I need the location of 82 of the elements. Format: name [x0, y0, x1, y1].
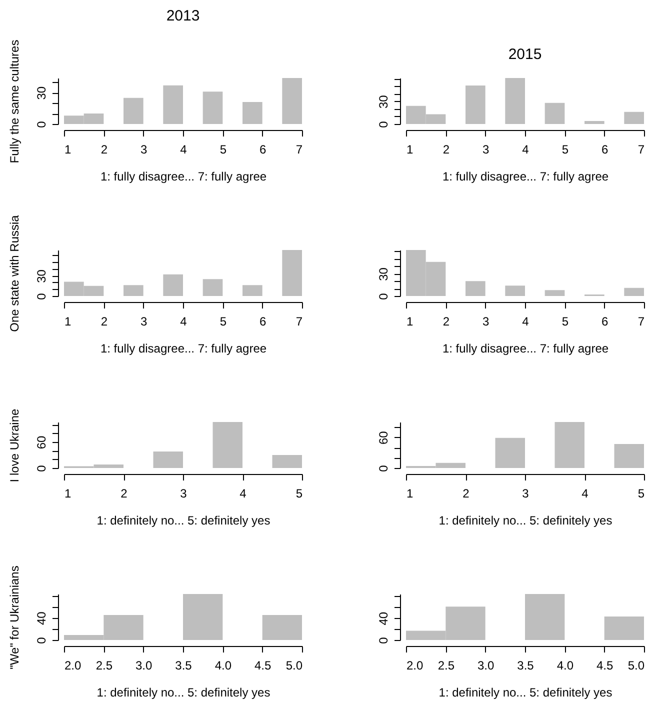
- y-axis-title: "We" for Ukrainians: [8, 566, 22, 670]
- y-tick-label: 0: [376, 120, 390, 128]
- x-tick-label: 5: [220, 142, 227, 156]
- x-tick-label: 3.0: [477, 658, 494, 672]
- y-tick-label: 0: [34, 464, 48, 472]
- x-tick-label: 4: [522, 142, 530, 156]
- x-axis-title: 1: definitely no... 5: definitely yes: [438, 514, 612, 528]
- x-tick-label: 4: [180, 314, 188, 328]
- y-tick-label: 0: [376, 636, 390, 644]
- x-tick-label: 2: [100, 142, 108, 156]
- x-tick-label: 6: [259, 314, 266, 328]
- y-axis-title: One state with Russia: [8, 214, 22, 332]
- x-tick-label: 5: [220, 314, 227, 328]
- x-tick-label: 3.0: [135, 658, 152, 672]
- x-tick-label: 7: [638, 314, 645, 328]
- x-tick-label: 2: [442, 314, 450, 328]
- x-tick-label: 4.0: [556, 658, 574, 672]
- x-tick-label: 3: [180, 486, 188, 500]
- x-tick-label: 2: [462, 486, 470, 500]
- x-tick-label: 7: [296, 314, 303, 328]
- x-tick-label: 3.5: [175, 658, 192, 672]
- y-tick-label: 30: [376, 94, 390, 109]
- x-tick-label: 4.5: [596, 658, 614, 672]
- x-tick-label: 3: [140, 142, 148, 156]
- y-tick-label: 0: [34, 292, 48, 300]
- x-tick-label: 2.0: [64, 658, 82, 672]
- y-tick-label: 30: [34, 269, 48, 283]
- x-tick-label: 2.5: [96, 658, 113, 672]
- x-tick-label: 2: [120, 486, 128, 500]
- y-tick-label: 0: [376, 292, 390, 300]
- x-axis-title: 1: fully disagree... 7: fully agree: [442, 170, 609, 184]
- y-tick-label: 30: [376, 267, 390, 281]
- x-tick-label: 3: [482, 142, 490, 156]
- x-tick-label: 3.5: [517, 658, 534, 672]
- x-tick-label: 5: [562, 142, 569, 156]
- y-tick-label: 60: [376, 430, 390, 445]
- x-tick-label: 5: [638, 486, 645, 500]
- x-tick-label: 6: [601, 142, 608, 156]
- y-tick-label: 0: [34, 120, 48, 128]
- x-tick-label: 1: [64, 486, 72, 500]
- x-tick-label: 1: [64, 314, 72, 328]
- x-tick-label: 4.0: [214, 658, 232, 672]
- x-tick-label: 4: [180, 142, 188, 156]
- y-tick-label: 0: [34, 636, 48, 644]
- x-axis-title: 1: fully disagree... 7: fully agree: [100, 170, 267, 184]
- x-tick-label: 1: [406, 142, 414, 156]
- x-tick-label: 4.5: [254, 658, 272, 672]
- x-tick-label: 5.0: [628, 658, 645, 672]
- x-tick-label: 4: [522, 314, 530, 328]
- x-axis-title: 1: fully disagree... 7: fully agree: [442, 342, 609, 356]
- x-tick-label: 1: [406, 486, 414, 500]
- x-tick-label: 2: [442, 142, 450, 156]
- x-tick-label: 5.0: [286, 658, 303, 672]
- x-tick-label: 5: [562, 314, 569, 328]
- y-axis-title: I love Ukraine: [8, 408, 22, 482]
- x-tick-label: 5: [296, 486, 303, 500]
- y-tick-label: 0: [376, 464, 390, 472]
- x-tick-label: 4: [240, 486, 247, 500]
- x-tick-label: 3: [522, 486, 530, 500]
- x-axis-title: 1: definitely no... 5: definitely yes: [96, 686, 270, 700]
- x-tick-label: 6: [601, 314, 608, 328]
- x-tick-label: 6: [259, 142, 266, 156]
- y-tick-label: 40: [34, 611, 48, 626]
- y-axis-title: Fully the same cultures: [8, 40, 22, 164]
- x-tick-label: 3: [140, 314, 148, 328]
- x-tick-label: 7: [296, 142, 303, 156]
- x-tick-label: 2.0: [406, 658, 424, 672]
- x-axis-title: 1: definitely no... 5: definitely yes: [96, 514, 270, 528]
- y-tick-label: 60: [34, 435, 48, 450]
- chart-title: 2015: [508, 46, 542, 63]
- chart-title: 2013: [166, 7, 200, 24]
- x-tick-label: 2: [100, 314, 108, 328]
- x-tick-label: 1: [64, 142, 72, 156]
- x-tick-label: 2.5: [438, 658, 455, 672]
- x-tick-label: 4: [582, 486, 589, 500]
- x-axis-title: 1: fully disagree... 7: fully agree: [100, 342, 267, 356]
- x-tick-label: 3: [482, 314, 490, 328]
- y-tick-label: 40: [376, 612, 390, 626]
- y-tick-label: 30: [34, 86, 48, 100]
- x-tick-label: 1: [406, 314, 414, 328]
- x-axis-title: 1: definitely no... 5: definitely yes: [438, 686, 612, 700]
- x-tick-label: 7: [638, 142, 645, 156]
